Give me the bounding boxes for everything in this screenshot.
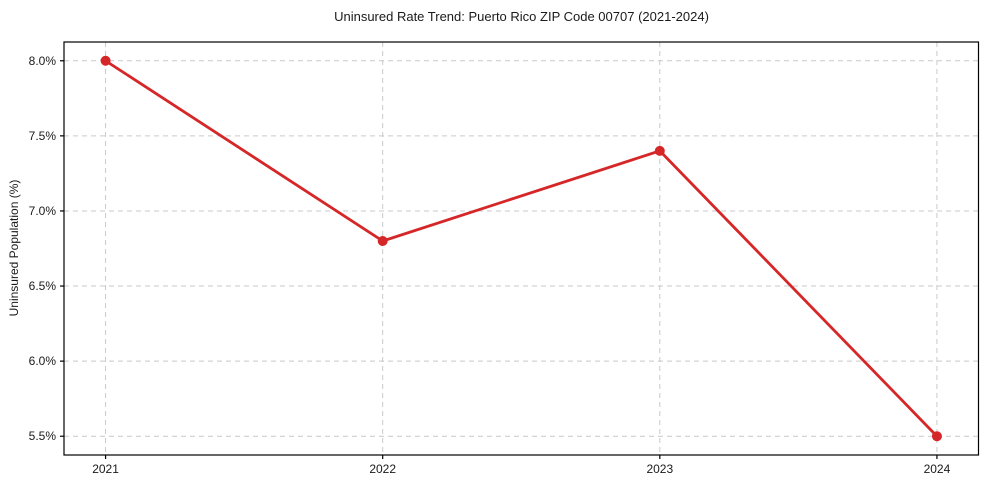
plot-border <box>63 41 980 456</box>
x-tick-label: 2021 <box>92 462 119 476</box>
y-tick-label: 8.0% <box>29 54 57 68</box>
y-tick-label: 5.5% <box>29 429 57 443</box>
y-tick-label: 7.0% <box>29 204 57 218</box>
data-point <box>654 145 665 156</box>
x-tick-label: 2022 <box>369 462 396 476</box>
data-point <box>100 55 111 66</box>
trend-line <box>104 59 939 438</box>
data-point <box>377 235 388 246</box>
chart-title: Uninsured Rate Trend: Puerto Rico ZIP Co… <box>334 9 709 24</box>
y-tick-label: 6.5% <box>29 279 57 293</box>
y-tick-label: 7.5% <box>29 129 57 143</box>
y-tick-label: 6.0% <box>29 354 57 368</box>
x-tick-label: 2024 <box>924 462 951 476</box>
data-point <box>931 431 942 442</box>
x-tick-label: 2023 <box>646 462 673 476</box>
